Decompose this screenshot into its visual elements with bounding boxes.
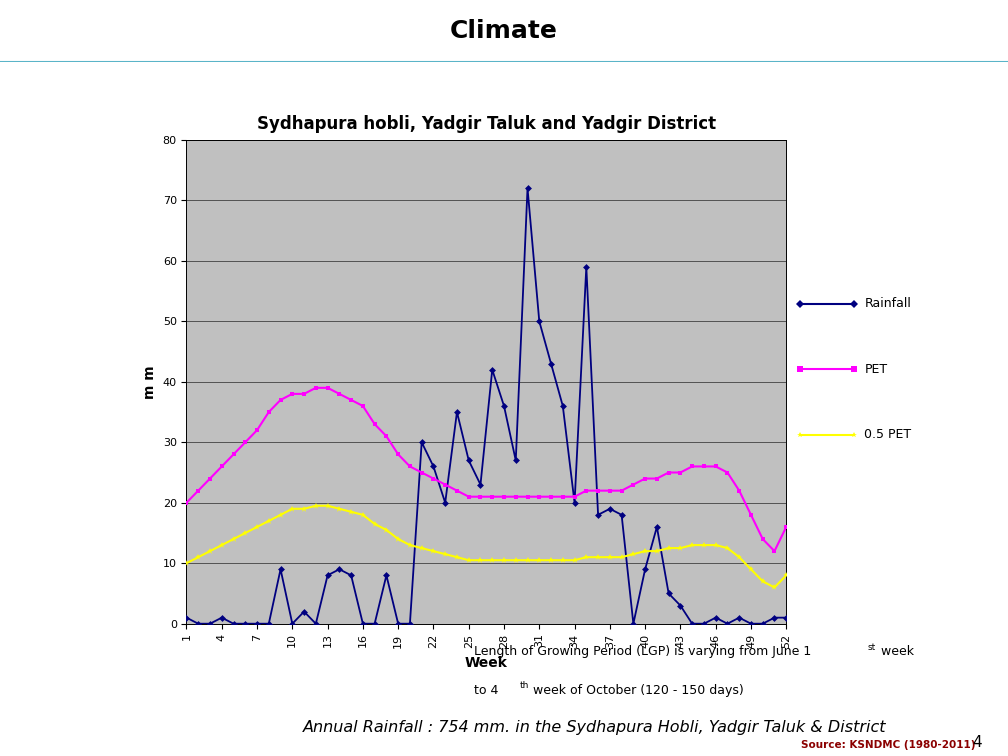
- Text: Climate: Climate: [450, 19, 558, 43]
- Y-axis label: m m: m m: [143, 365, 157, 398]
- X-axis label: Week: Week: [465, 656, 508, 670]
- Text: Rainfall: Rainfall: [865, 297, 911, 310]
- Text: 4: 4: [973, 735, 983, 750]
- Text: th: th: [520, 681, 529, 690]
- Text: week: week: [877, 646, 914, 658]
- Title: Sydhapura hobli, Yadgir Taluk and Yadgir District: Sydhapura hobli, Yadgir Taluk and Yadgir…: [257, 115, 716, 133]
- Text: PET: PET: [865, 363, 888, 376]
- Text: Length of Growing Period (LGP) is varying from June 1: Length of Growing Period (LGP) is varyin…: [474, 646, 811, 658]
- Text: 0.5 PET: 0.5 PET: [865, 429, 911, 442]
- Text: Annual Rainfall : 754 mm. in the Sydhapura Hobli, Yadgir Taluk & District: Annual Rainfall : 754 mm. in the Sydhapu…: [302, 720, 886, 735]
- Text: st: st: [868, 643, 876, 652]
- Text: week of October (120 - 150 days): week of October (120 - 150 days): [529, 683, 744, 696]
- Text: Source: KSNDMC (1980-2011): Source: KSNDMC (1980-2011): [801, 740, 976, 750]
- Text: to 4: to 4: [474, 683, 499, 696]
